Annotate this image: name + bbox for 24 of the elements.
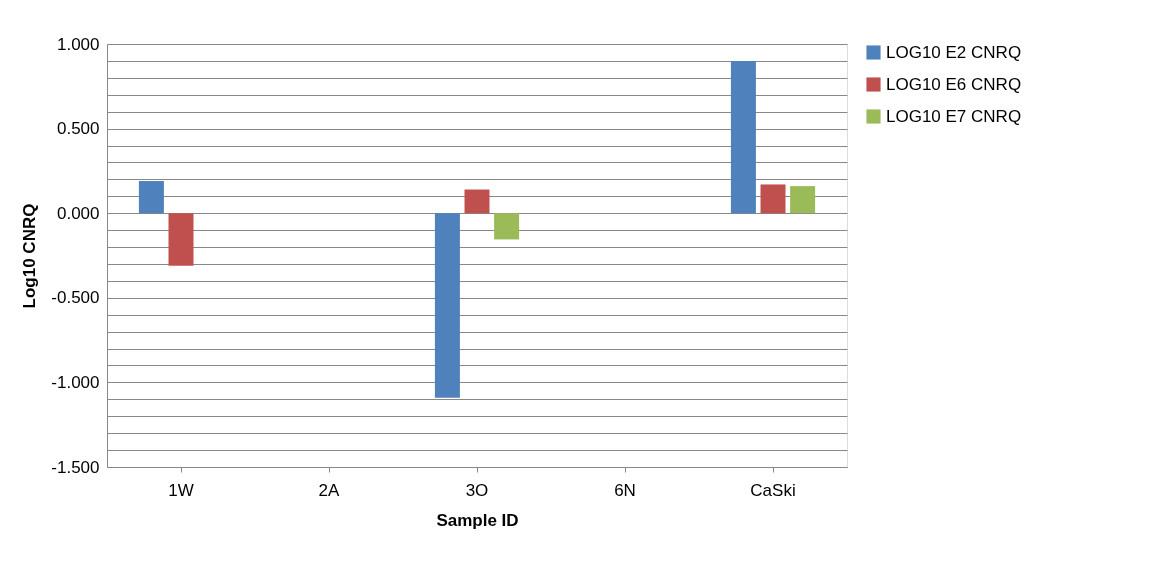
legend-label: LOG10 E7 CNRQ bbox=[886, 106, 1022, 126]
x-tick-label: 1W bbox=[168, 480, 194, 500]
x-tick-label: 6N bbox=[614, 480, 636, 500]
x-tick-label: 2A bbox=[318, 480, 341, 500]
legend-label: LOG10 E6 CNRQ bbox=[886, 74, 1022, 94]
bar bbox=[790, 186, 816, 214]
x-tick-label: CaSki bbox=[750, 480, 796, 500]
y-tick-label: -0.500 bbox=[51, 288, 100, 308]
bar bbox=[494, 213, 520, 240]
y-tick-label: -1.000 bbox=[51, 372, 100, 392]
bar bbox=[464, 189, 490, 214]
y-tick-label: 0.000 bbox=[56, 203, 100, 223]
legend-label: LOG10 E2 CNRQ bbox=[886, 42, 1022, 62]
x-axis-title: Sample ID bbox=[436, 510, 519, 530]
y-tick-label: 0.500 bbox=[56, 119, 100, 139]
bar bbox=[434, 213, 460, 398]
bar bbox=[760, 184, 786, 214]
x-tick-label: 3O bbox=[465, 480, 489, 500]
bar bbox=[168, 213, 194, 266]
y-tick-label: -1.500 bbox=[51, 457, 100, 477]
bar bbox=[138, 181, 164, 214]
y-axis-title: Log10 CNRQ bbox=[20, 203, 40, 309]
bar bbox=[730, 60, 756, 214]
y-tick-label: 1.000 bbox=[56, 34, 100, 54]
